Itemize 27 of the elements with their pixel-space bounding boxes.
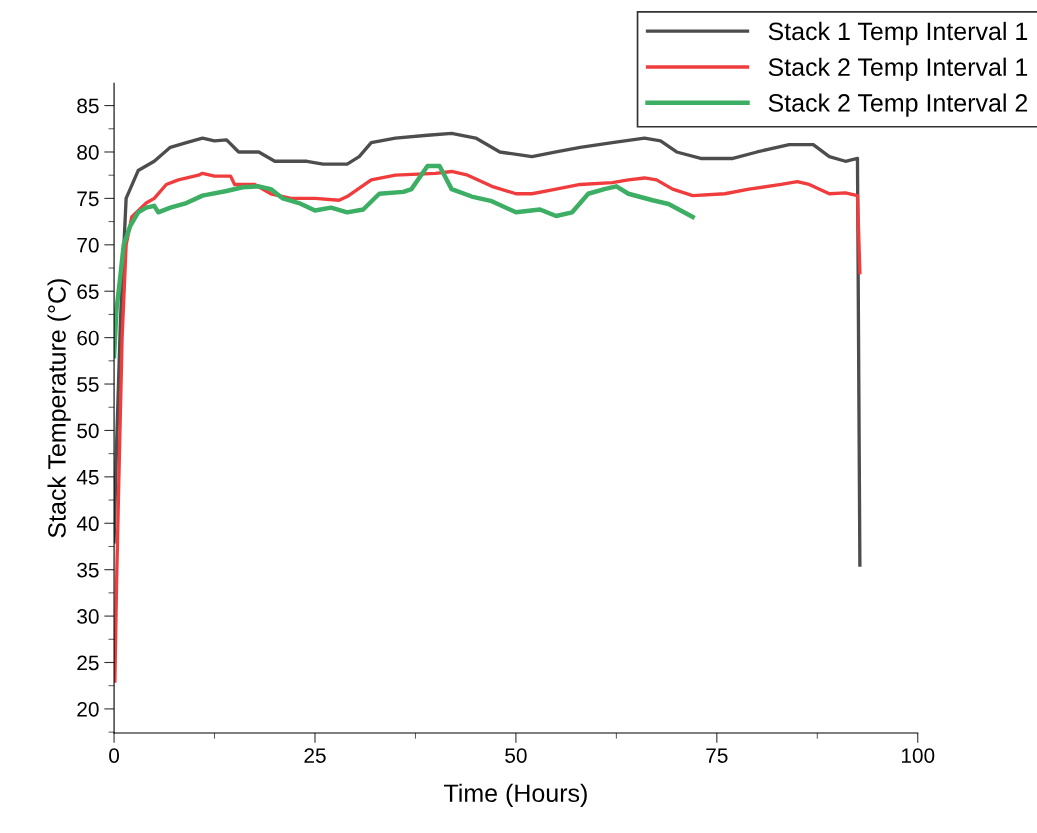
legend-label: Stack 1 Temp Interval 1 xyxy=(768,21,1028,46)
y-tick-label: 85 xyxy=(77,98,99,114)
x-tick-label: 25 xyxy=(304,748,326,763)
y-axis-title: Stack Temperature (°C) xyxy=(47,279,71,538)
x-tick-label: 0 xyxy=(109,748,120,763)
y-tick-label: 40 xyxy=(76,516,99,532)
line-series xyxy=(114,131,862,567)
x-tick-label: 75 xyxy=(706,748,728,763)
y-tick-label: 80 xyxy=(77,144,99,160)
line-series xyxy=(114,169,862,683)
y-tick-label: 50 xyxy=(77,423,99,439)
y-tick-label: 30 xyxy=(77,609,99,624)
x-tick-label: 100 xyxy=(901,748,935,763)
y-tick-label: 65 xyxy=(77,284,99,299)
y-tick-label: 60 xyxy=(77,330,99,346)
y-tick-label: 55 xyxy=(77,377,99,392)
y-tick-label: 20 xyxy=(77,701,99,717)
x-tick-label: 50 xyxy=(505,748,527,763)
y-tick-label: 25 xyxy=(77,655,99,671)
y-tick-label: 45 xyxy=(76,470,99,485)
y-tick-label: 35 xyxy=(77,562,99,578)
x-axis-title: Time (Hours) xyxy=(444,783,587,807)
line-series xyxy=(114,163,695,359)
legend-label: Stack 2 Temp Interval 1 xyxy=(768,57,1028,81)
legend-label: Stack 2 Temp Interval 2 xyxy=(768,93,1028,117)
y-tick-label: 70 xyxy=(77,237,99,253)
y-tick-label: 75 xyxy=(77,191,99,207)
